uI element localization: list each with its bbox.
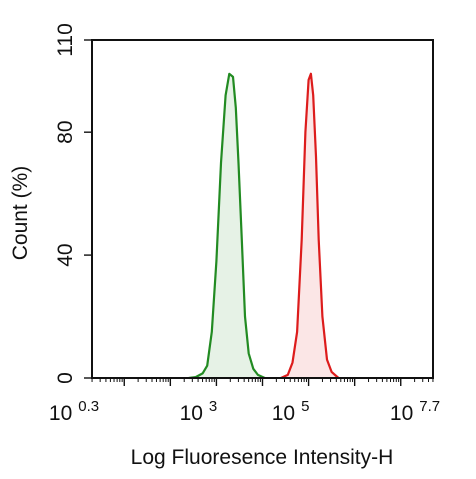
x-axis-title: Log Fluoresence Intensity-H: [131, 446, 394, 469]
x-tick-label: 10 7.7: [390, 398, 440, 425]
y-axis-title: Count (%): [9, 166, 32, 261]
x-minor-ticks: [91, 378, 434, 382]
series-1-line: [280, 72, 340, 380]
series-1-area: [280, 73, 339, 379]
plot-series: [188, 72, 340, 380]
series-0-line: [188, 72, 266, 380]
x-tick-label: 10 0.3: [49, 398, 99, 425]
y-tick-labels: 0 40 80 110: [54, 23, 77, 384]
series-0-area: [188, 73, 265, 379]
y-tick-label: 80: [54, 121, 77, 144]
y-tick-label: 40: [54, 243, 77, 266]
x-tick-label: 10 3: [180, 398, 218, 425]
x-tick-labels: 10 0.3 10 3 10 5 10 7.7: [49, 398, 440, 425]
y-ticks: [84, 39, 92, 379]
y-tick-label: 110: [54, 23, 77, 56]
y-tick-label: 0: [54, 372, 77, 384]
plot-frame: [91, 39, 434, 379]
x-tick-label: 10 5: [272, 398, 310, 425]
x-major-ticks: [123, 378, 402, 386]
